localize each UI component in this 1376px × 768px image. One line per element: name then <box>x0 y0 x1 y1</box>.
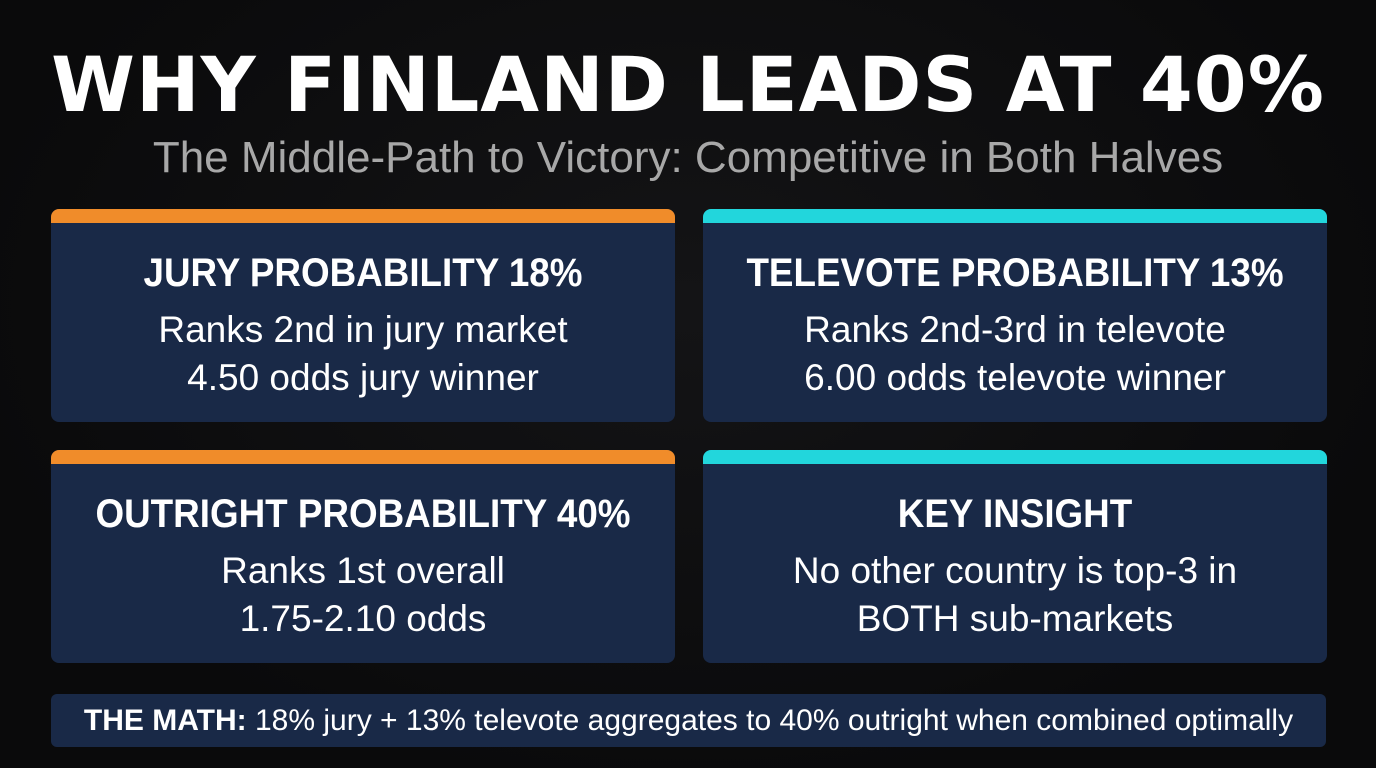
card-detail-line: Ranks 2nd in jury market <box>158 309 568 350</box>
jury-probability-card: JURY PROBABILITY 18% Ranks 2nd in jury m… <box>51 209 675 422</box>
card-accent-bar <box>703 209 1327 223</box>
outright-probability-card: OUTRIGHT PROBABILITY 40% Ranks 1st overa… <box>51 450 675 663</box>
page-subtitle: The Middle-Path to Victory: Competitive … <box>152 133 1224 182</box>
math-summary-banner: THE MATH: 18% jury + 13% televote aggreg… <box>51 694 1326 747</box>
televote-probability-card: TELEVOTE PROBABILITY 13% Ranks 2nd-3rd i… <box>703 209 1327 422</box>
card-accent-bar <box>51 209 675 223</box>
card-heading: JURY PROBABILITY 18% <box>143 251 583 295</box>
card-heading: KEY INSIGHT <box>897 492 1133 536</box>
card-heading: OUTRIGHT PROBABILITY 40% <box>95 492 631 536</box>
card-accent-bar <box>51 450 675 464</box>
card-detail-line: 4.50 odds jury winner <box>187 357 539 398</box>
math-label: THE MATH: <box>83 704 247 737</box>
card-detail-line: Ranks 1st overall <box>221 550 505 591</box>
card-accent-bar <box>703 450 1327 464</box>
card-detail-line: BOTH sub-markets <box>856 598 1174 639</box>
math-text: 18% jury + 13% televote aggregates to 40… <box>246 704 1294 737</box>
key-insight-card: KEY INSIGHT No other country is top-3 in… <box>703 450 1327 663</box>
page-title: WHY FINLAND LEADS AT 40% <box>51 40 1325 129</box>
card-detail-line: 1.75-2.10 odds <box>239 598 487 639</box>
card-detail-line: No other country is top-3 in <box>792 550 1238 591</box>
card-heading: TELEVOTE PROBABILITY 13% <box>746 251 1284 295</box>
card-detail-line: 6.00 odds televote winner <box>804 357 1226 398</box>
card-detail-line: Ranks 2nd-3rd in televote <box>804 309 1226 350</box>
